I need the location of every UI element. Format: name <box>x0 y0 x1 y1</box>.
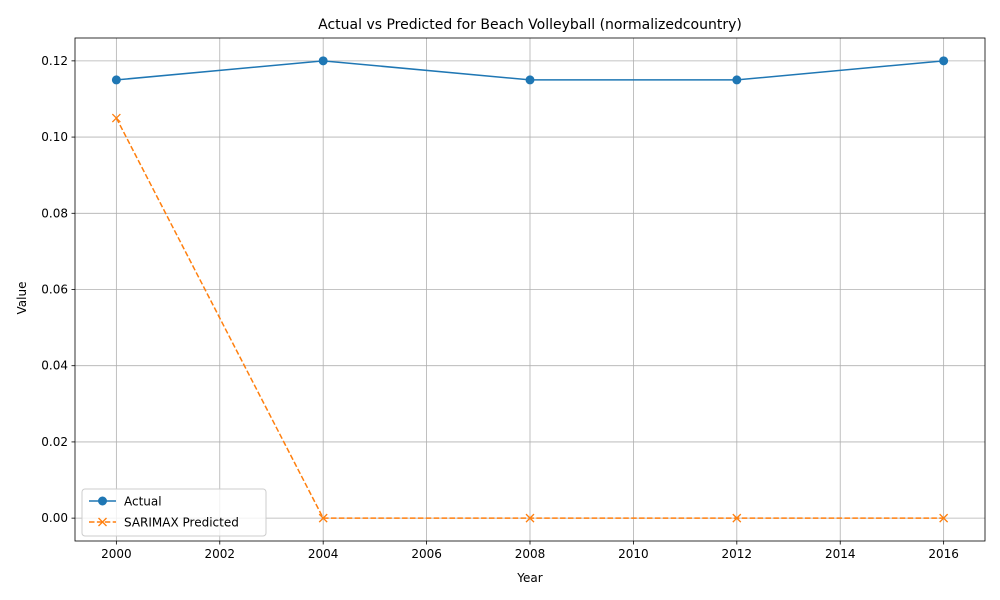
x-tick-label: 2014 <box>825 547 856 561</box>
data-point <box>111 75 121 85</box>
y-tick-label: 0.04 <box>41 359 68 373</box>
x-tick-label: 2006 <box>411 547 442 561</box>
data-point <box>318 513 328 523</box>
data-point <box>318 56 328 66</box>
x-tick-label: 2004 <box>308 547 339 561</box>
y-axis-label: Value <box>15 282 29 315</box>
y-tick-label: 0.06 <box>41 283 68 297</box>
legend-marker <box>98 517 107 527</box>
x-tick-label: 2012 <box>722 547 753 561</box>
x-tick-label: 2010 <box>618 547 649 561</box>
legend-marker <box>98 496 107 506</box>
y-tick-label: 0.00 <box>41 511 68 525</box>
x-tick-label: 2008 <box>515 547 546 561</box>
legend-box <box>81 488 267 537</box>
legend-label: SARIMAX Predicted <box>124 516 239 530</box>
x-axis-label: Year <box>516 571 542 585</box>
data-point <box>939 513 949 523</box>
x-tick-label: 2016 <box>928 547 959 561</box>
data-point <box>525 513 535 523</box>
y-tick-label: 0.12 <box>41 54 68 68</box>
x-tick-label: 2002 <box>204 547 235 561</box>
legend-entry: Actual <box>89 495 162 509</box>
x-axis: 2000 2002 2004 2006 2008 2010 2012 2014 2016 <box>101 541 959 561</box>
chart-title: Actual vs Predicted for Beach Volleyball… <box>318 17 742 33</box>
y-tick-label: 0.08 <box>41 206 68 220</box>
series-sarimax-predicted <box>111 113 949 523</box>
legend: Actual SARIMAX Predicted <box>81 488 267 537</box>
data-point <box>732 513 742 523</box>
y-tick-label: 0.10 <box>41 130 68 144</box>
y-axis: 0.00 0.02 0.04 0.06 0.08 0.10 0.12 <box>41 54 75 525</box>
data-point <box>111 113 121 123</box>
series-layer <box>111 56 949 523</box>
data-point <box>732 75 742 85</box>
legend-entry: SARIMAX Predicted <box>89 516 239 530</box>
data-point <box>939 56 949 66</box>
x-tick-label: 2000 <box>101 547 132 561</box>
y-tick-label: 0.02 <box>41 435 68 449</box>
legend-label: Actual <box>124 495 162 509</box>
series-actual <box>111 56 949 85</box>
data-point <box>525 75 535 85</box>
